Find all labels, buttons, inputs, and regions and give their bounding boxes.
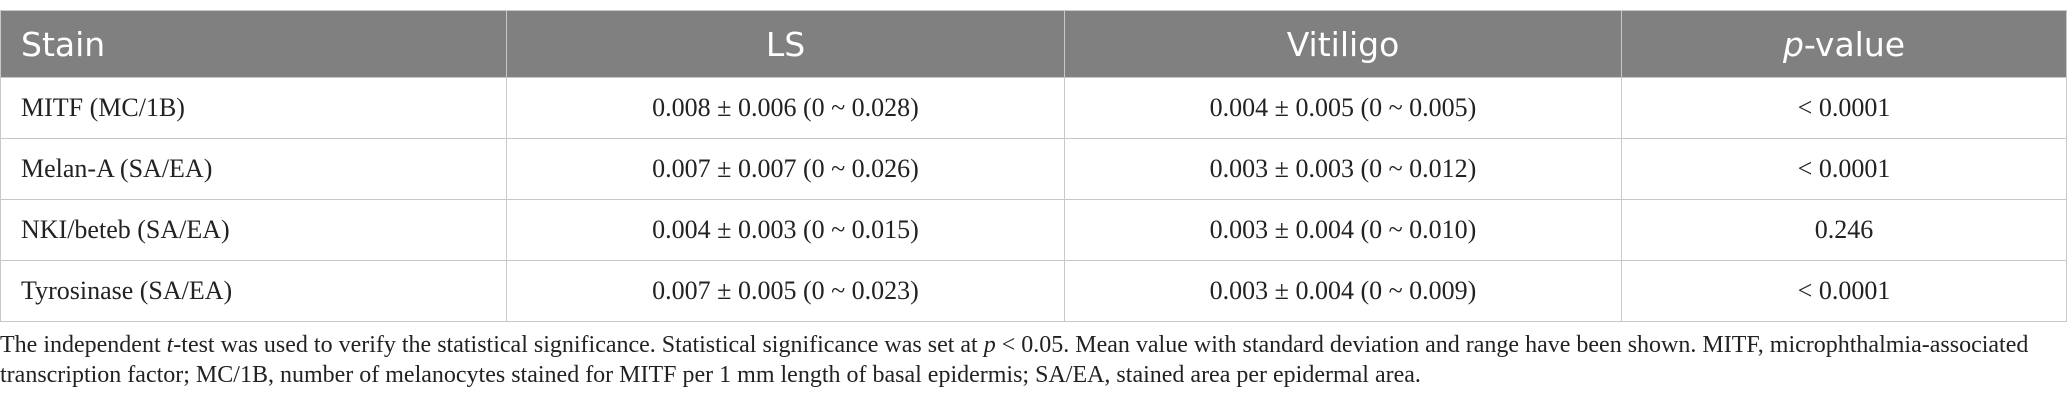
- table-cell: Melan-A (SA/EA): [0, 138, 507, 200]
- table-cell: 0.003 ± 0.004 (0 ~ 0.010): [1064, 199, 1622, 261]
- header-cell: Stain: [0, 10, 507, 78]
- table-cell: MITF (MC/1B): [0, 77, 507, 139]
- footnote-text: < 0.05. Mean value with standard deviati…: [0, 332, 2029, 388]
- table-row: NKI/beteb (SA/EA) 0.004 ± 0.003 (0 ~ 0.01…: [0, 199, 2067, 261]
- table-cell: Tyrosinase (SA/EA): [0, 260, 507, 322]
- table-cell: 0.007 ± 0.007 (0 ~ 0.026): [506, 138, 1065, 200]
- table-cell: 0.008 ± 0.006 (0 ~ 0.028): [506, 77, 1065, 139]
- header-cell: p-value: [1621, 10, 2067, 78]
- table-row: Melan-A (SA/EA) 0.007 ± 0.007 (0 ~ 0.026)…: [0, 138, 2067, 200]
- table-head: Stain LS Vitiligo p-value: [0, 10, 2067, 78]
- header-cell: Vitiligo: [1064, 10, 1622, 78]
- data-table: Stain LS Vitiligo p-value MITF (MC/1B) 0.…: [0, 10, 2067, 322]
- footnote-text: -test was used to verify the statistical…: [173, 332, 984, 358]
- footnote: The independent t-test was used to verif…: [0, 330, 2060, 390]
- header-row: Stain LS Vitiligo p-value: [0, 10, 2067, 78]
- table-row: Tyrosinase (SA/EA) 0.007 ± 0.005 (0 ~ 0.0…: [0, 260, 2067, 322]
- table-cell: 0.007 ± 0.005 (0 ~ 0.023): [506, 260, 1065, 322]
- table-body: MITF (MC/1B) 0.008 ± 0.006 (0 ~ 0.028) 0.0…: [0, 77, 2067, 322]
- footnote-italic: t: [166, 332, 174, 358]
- table-cell: 0.003 ± 0.003 (0 ~ 0.012): [1064, 138, 1622, 200]
- table-cell: 0.003 ± 0.004 (0 ~ 0.009): [1064, 260, 1622, 322]
- table-cell: 0.246: [1621, 199, 2067, 261]
- header-cell: LS: [506, 10, 1065, 78]
- header-text: -value: [1803, 24, 1906, 64]
- footnote-text: The independent: [0, 332, 167, 358]
- table-cell: < 0.0001: [1621, 138, 2067, 200]
- footnote-italic: p: [983, 332, 996, 358]
- table-cell: NKI/beteb (SA/EA): [0, 199, 507, 261]
- table-cell: < 0.0001: [1621, 77, 2067, 139]
- table-row: MITF (MC/1B) 0.008 ± 0.006 (0 ~ 0.028) 0.0…: [0, 77, 2067, 139]
- header-italic: p: [1782, 24, 1804, 64]
- table-cell: < 0.0001: [1621, 260, 2067, 322]
- table-cell: 0.004 ± 0.005 (0 ~ 0.005): [1064, 77, 1622, 139]
- table-cell: 0.004 ± 0.003 (0 ~ 0.015): [506, 199, 1065, 261]
